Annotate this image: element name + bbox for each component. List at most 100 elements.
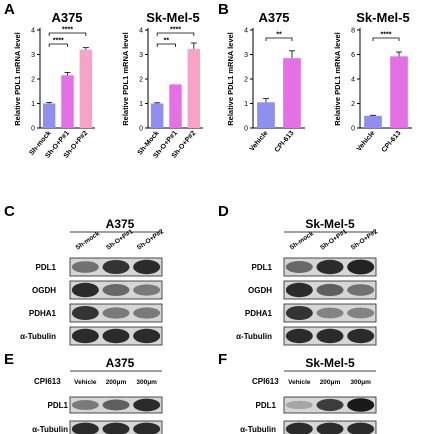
lane-label: Sh-O+P#1 [319,228,349,252]
blot-title: A375 [106,217,135,231]
lane-label: Sh-mock [288,230,315,252]
y-tick-label: 2 [139,77,143,84]
lane-label: 200μm [320,379,341,386]
bar-1 [364,115,382,128]
blot-band [133,259,161,275]
blot-row-label: PDHA1 [29,309,57,318]
blot-band [347,422,375,434]
panel-letter-f: F [218,351,227,368]
chart-title: Sk-Mel-5 [146,10,199,25]
lane-label: 300μm [136,379,157,386]
y-tick-label: 0 [139,126,143,133]
blot-band [133,398,161,412]
blot-band [285,328,313,344]
y-axis-label: Relative PDL1 mRNA level [226,32,235,126]
significance-label: **** [53,38,64,45]
blot-band [102,307,130,319]
blot-band [316,422,344,434]
blot-band [133,422,161,434]
significance-bracket [48,43,68,47]
blot-row-label: OGDH [248,286,272,295]
blot-band [316,307,344,319]
blot-row-label: α-Tubulin [236,332,272,341]
lane-label: Vehicle [74,379,97,386]
blot-band [347,259,375,275]
lane-label: Vehicle [288,379,311,386]
y-tick-label: 2 [351,101,355,108]
blot-band [102,284,130,296]
blot-band [285,422,313,434]
significance-bracket [372,37,400,41]
blot-row-label: PDL1 [252,263,273,272]
lane-label: 300μm [350,379,371,386]
lane-label: Sh-mock [74,230,101,252]
significance-bracket [48,32,87,36]
panel-letter-b: B [218,1,229,18]
bar-3 [187,49,201,128]
panel-letter-e: E [4,351,14,368]
significance-label: **** [170,27,181,34]
significance-label: **** [381,32,392,39]
chart-title: Sk-Mel-5 [356,10,409,25]
blot-band [102,259,130,275]
blot-panel-e: A375 CPI613 Vehicle 200μm 300μm PDL1 α-Tubulin [32,356,163,434]
panel-letter-c: C [4,203,15,220]
blot-band [347,398,375,412]
x-tick-label: Vehicle [356,130,377,153]
y-tick-label: 0 [31,126,35,133]
lane-label: Sh-O+P#2 [350,228,380,252]
blot-row-label: PDL1 [256,401,277,410]
chart-title: A375 [51,10,82,25]
blot-band [71,400,99,410]
y-tick-label: 1 [31,101,35,108]
treatment-label: CPI613 [252,377,279,386]
y-tick-label: 3 [139,52,143,59]
panel-letter-d: D [218,203,229,220]
blot-band [133,284,161,296]
blot-band [102,422,130,434]
blot-band [316,328,344,344]
y-tick-label: 2 [31,77,35,84]
x-tick-label: CPI-613 [381,130,403,154]
blot-band [133,328,161,344]
bar-chart-4: Sk-Mel-5 Relative PDL1 mRNA level 0 2 4 6 8 Veh… [333,10,412,154]
lane-label: Sh-O+P#1 [105,228,135,252]
blot-band [285,400,313,410]
bar-1 [257,102,275,128]
blot-band [347,328,375,344]
blot-title: Sk-Mel-5 [305,356,355,370]
blot-title: Sk-Mel-5 [305,217,355,231]
blot-band [347,307,375,319]
bar-2 [169,84,182,128]
blot-band [347,284,375,296]
significance-bracket [156,43,176,47]
blot-band [316,283,344,297]
y-tick-label: 3 [244,52,248,59]
y-tick-label: 3 [31,52,35,59]
y-axis-label: Relative PDL1 mRNA level [121,32,130,126]
bar-2 [283,58,301,128]
y-tick-label: 0 [244,126,248,133]
significance-label: ** [164,38,170,45]
y-tick-label: 4 [244,28,248,35]
blot-band [316,259,344,275]
blot-band [71,422,99,434]
bar-3 [79,49,93,128]
blot-row-label: α-Tubulin [20,332,56,341]
y-tick-label: 4 [351,77,355,84]
blot-panel-f: Sk-Mel-5 CPI613 Vehicle 200μm 300μm PDL1 α-Tub… [240,356,377,434]
y-tick-label: 1 [244,101,248,108]
lane-label: 200μm [106,379,127,386]
y-tick-label: 8 [351,28,355,35]
blot-band [71,328,99,344]
y-tick-label: 6 [351,52,355,59]
panel-letter-a: A [4,1,15,18]
blot-band [71,261,99,273]
blot-row-label: OGDH [32,286,56,295]
blot-row-label: α-Tubulin [32,425,68,434]
y-axis-label: Relative PDL1 mRNA level [333,32,342,126]
